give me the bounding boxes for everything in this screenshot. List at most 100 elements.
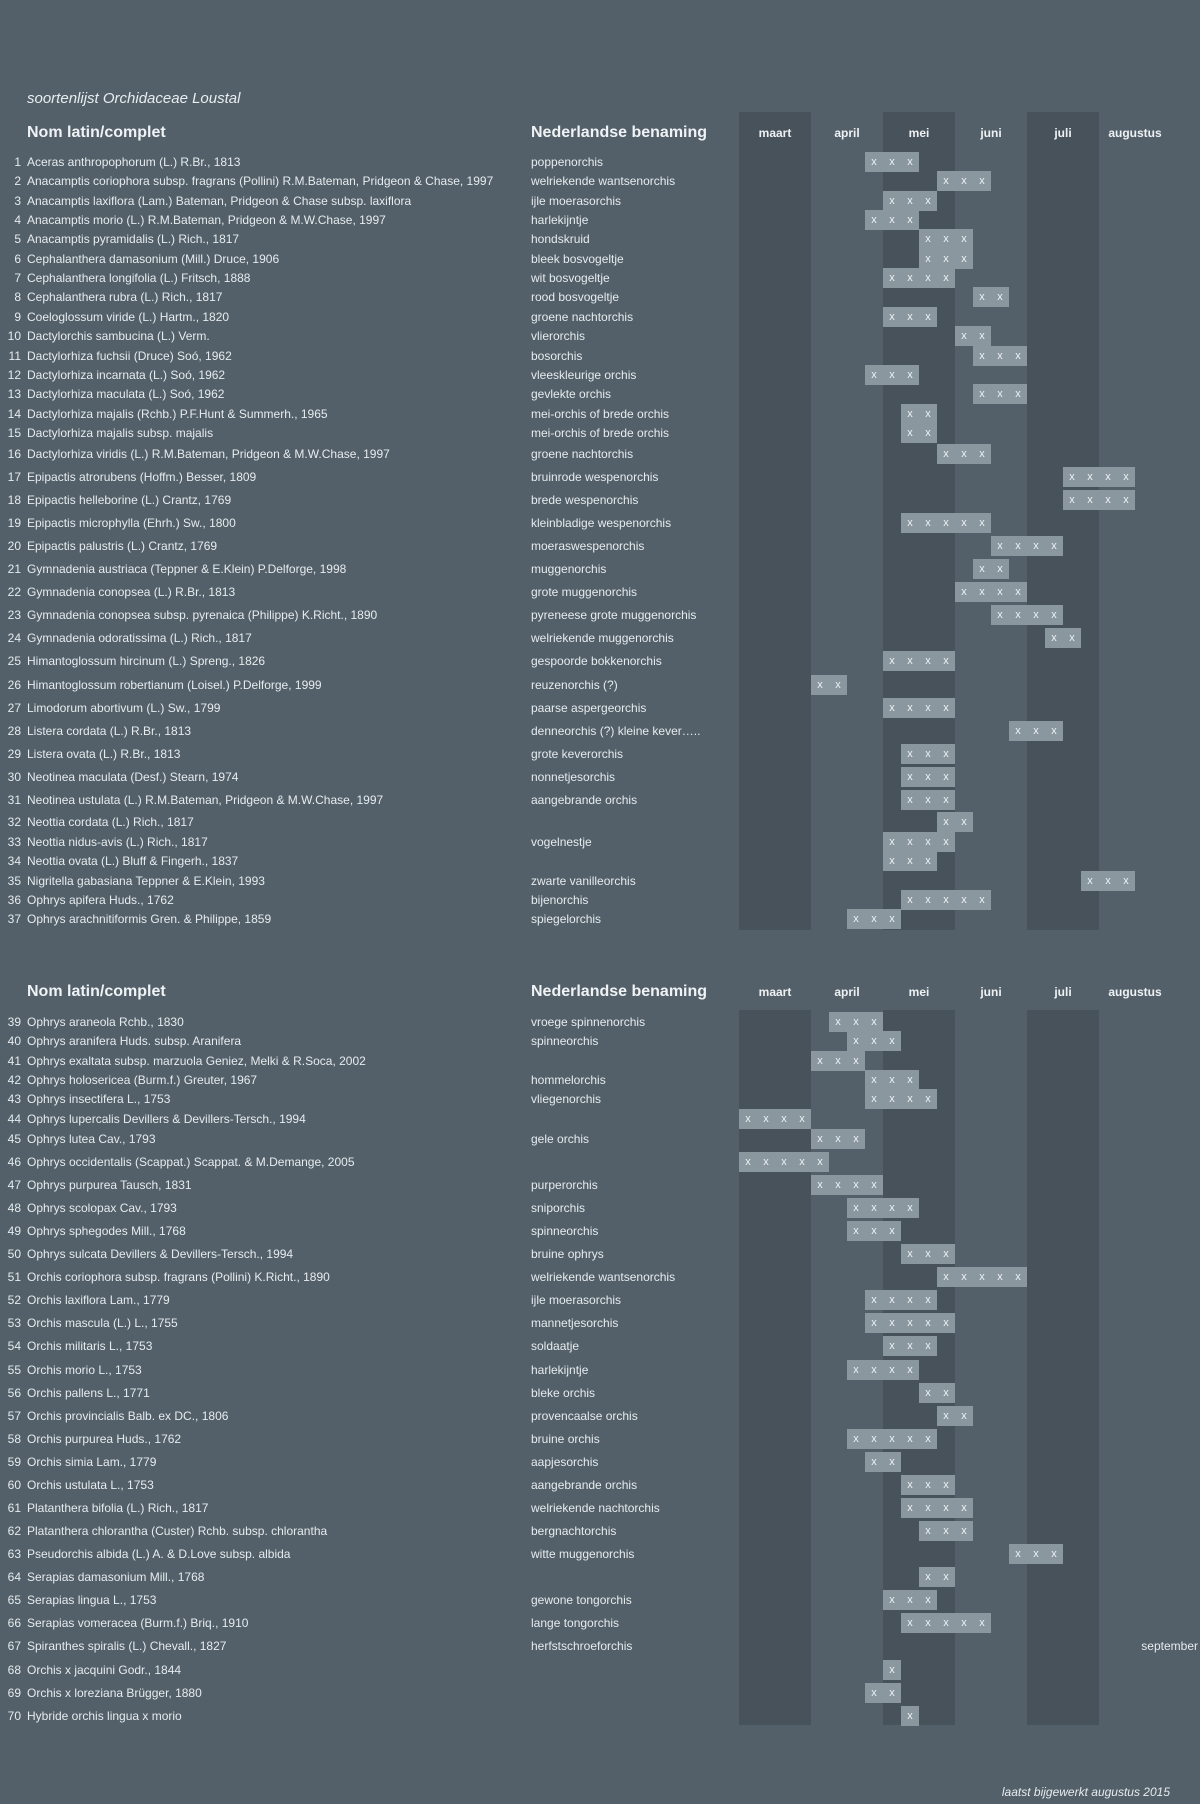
row-number: 11 xyxy=(8,349,21,363)
dutch-name: vroege spinnenorchis xyxy=(531,1015,646,1029)
latin-name: Ophrys arachnitiformis Gren. & Philippe,… xyxy=(27,912,272,926)
row-number: 5 xyxy=(14,232,21,246)
dutch-name: harlekijntje xyxy=(531,213,589,227)
flowering-mark: x xyxy=(1027,1544,1045,1564)
row-number: 63 xyxy=(7,1547,21,1561)
row-number: 36 xyxy=(7,893,21,907)
flowering-extra-month: september xyxy=(1141,1639,1198,1653)
latin-name: Cephalanthera rubra (L.) Rich., 1817 xyxy=(27,290,223,304)
dutch-name-header: Nederlandse benaming xyxy=(531,983,708,1000)
flowering-mark: x xyxy=(901,152,919,172)
flowering-mark: x xyxy=(1045,536,1063,556)
flowering-mark: x xyxy=(883,1031,901,1051)
flowering-mark: x xyxy=(919,1089,937,1109)
flowering-mark: x xyxy=(901,513,919,533)
table-row: 40 Ophrys aranifera Huds. subsp. Aranifer… xyxy=(0,1031,1200,1051)
flowering-mark: x xyxy=(937,229,955,249)
flowering-mark: x xyxy=(991,287,1009,307)
flowering-mark: x xyxy=(739,1152,757,1172)
row-number: 13 xyxy=(7,387,21,401)
flowering-mark: x xyxy=(955,249,973,269)
flowering-mark: x xyxy=(991,346,1009,366)
flowering-mark: x xyxy=(865,1012,883,1032)
table-row: 46 Ophrys occidentalis (Scappat.) Scappat… xyxy=(0,1152,1200,1172)
dutch-name: soldaatje xyxy=(531,1339,580,1353)
dutch-name: muggenorchis xyxy=(531,562,607,576)
flowering-mark: x xyxy=(775,1152,793,1172)
latin-name: Anacamptis pyramidalis (L.) Rich., 1817 xyxy=(27,232,240,246)
flowering-mark: x xyxy=(937,1383,955,1403)
dutch-name: moeraswespenorchis xyxy=(531,539,645,553)
row-number: 29 xyxy=(7,747,21,761)
row-number: 37 xyxy=(7,912,21,926)
flowering-mark: x xyxy=(901,210,919,230)
flowering-mark: x xyxy=(1027,605,1045,625)
row-number: 68 xyxy=(7,1663,21,1677)
flowering-mark: x xyxy=(1045,628,1063,648)
latin-name: Orchis ustulata L., 1753 xyxy=(27,1478,154,1492)
dutch-name: mei-orchis of brede orchis xyxy=(531,426,670,440)
row-number: 19 xyxy=(7,516,21,530)
flowering-mark: x xyxy=(955,171,973,191)
row-number: 30 xyxy=(7,770,21,784)
latin-name: Ophrys apifera Huds., 1762 xyxy=(27,893,174,907)
dutch-name: bergnachtorchis xyxy=(531,1524,617,1538)
flowering-mark: x xyxy=(991,559,1009,579)
flowering-mark: x xyxy=(811,1129,829,1149)
flowering-mark: x xyxy=(865,1313,883,1333)
row-number: 50 xyxy=(7,1247,21,1261)
flowering-mark: x xyxy=(901,851,919,871)
dutch-name: poppenorchis xyxy=(531,155,604,169)
flowering-mark: x xyxy=(901,1498,919,1518)
flowering-mark: x xyxy=(1027,536,1045,556)
flowering-mark: x xyxy=(883,1221,901,1241)
table-row: 33 Neottia nidus-avis (L.) Rich., 1817 vog… xyxy=(0,832,1200,852)
flowering-mark: x xyxy=(1117,467,1135,487)
flowering-mark: x xyxy=(937,812,955,832)
flowering-mark: x xyxy=(901,1244,919,1264)
flowering-mark: x xyxy=(883,1683,901,1703)
flowering-mark: x xyxy=(937,268,955,288)
flowering-mark: x xyxy=(973,346,991,366)
table-row: 1 Aceras anthropophorum (L.) R.Br., 1813 p… xyxy=(0,152,1200,172)
table-row: 45 Ophrys lutea Cav., 1793 gele orchis x x x xyxy=(0,1129,1200,1149)
dutch-name: grote muggenorchis xyxy=(531,585,638,599)
dutch-name: bijenorchis xyxy=(531,893,589,907)
flowering-mark: x xyxy=(991,605,1009,625)
flowering-mark: x xyxy=(757,1152,775,1172)
row-number: 62 xyxy=(7,1524,21,1538)
row-number: 69 xyxy=(7,1686,21,1700)
latin-name: Orchis coriophora subsp. fragrans (Polli… xyxy=(27,1270,330,1284)
table-row: 51 Orchis coriophora subsp. fragrans (Pol… xyxy=(0,1267,1200,1287)
latin-name: Orchis mascula (L.) L., 1755 xyxy=(27,1316,178,1330)
dutch-name: spinneorchis xyxy=(531,1034,599,1048)
row-number: 24 xyxy=(7,631,21,645)
table-row: 28 Listera cordata (L.) R.Br., 1813 denneo… xyxy=(0,721,1200,741)
flowering-mark: x xyxy=(955,513,973,533)
flowering-mark: x xyxy=(829,1012,847,1032)
dutch-name: grote keverorchis xyxy=(531,747,624,761)
row-number: 1 xyxy=(14,155,21,169)
flowering-mark: x xyxy=(973,559,991,579)
flowering-mark: x xyxy=(919,1567,937,1587)
latin-name-header: Nom latin/complet xyxy=(27,124,166,141)
flowering-mark: x xyxy=(919,790,937,810)
flowering-mark: x xyxy=(883,1452,901,1472)
table-row: 62 Platanthera chlorantha (Custer) Rchb. … xyxy=(0,1521,1200,1541)
flowering-mark: x xyxy=(865,152,883,172)
flowering-mark: x xyxy=(883,909,901,929)
flowering-mark: x xyxy=(973,1267,991,1287)
table-row: 8 Cephalanthera rubra (L.) Rich., 1817 roo… xyxy=(0,287,1200,307)
month-band-juli xyxy=(1027,112,1099,930)
row-number: 44 xyxy=(7,1112,21,1126)
dutch-name: brede wespenorchis xyxy=(531,493,639,507)
latin-name: Gymnadenia conopsea (L.) R.Br., 1813 xyxy=(27,585,236,599)
flowering-mark: x xyxy=(919,744,937,764)
dutch-name: aangebrande orchis xyxy=(531,1478,638,1492)
latin-name: Dactylorhiza fuchsii (Druce) Soó, 1962 xyxy=(27,349,232,363)
row-number: 39 xyxy=(7,1015,21,1029)
flowering-mark: x xyxy=(973,326,991,346)
flowering-mark: x xyxy=(1009,1544,1027,1564)
latin-name: Ophrys araneola Rchb., 1830 xyxy=(27,1015,184,1029)
flowering-mark: x xyxy=(847,1012,865,1032)
